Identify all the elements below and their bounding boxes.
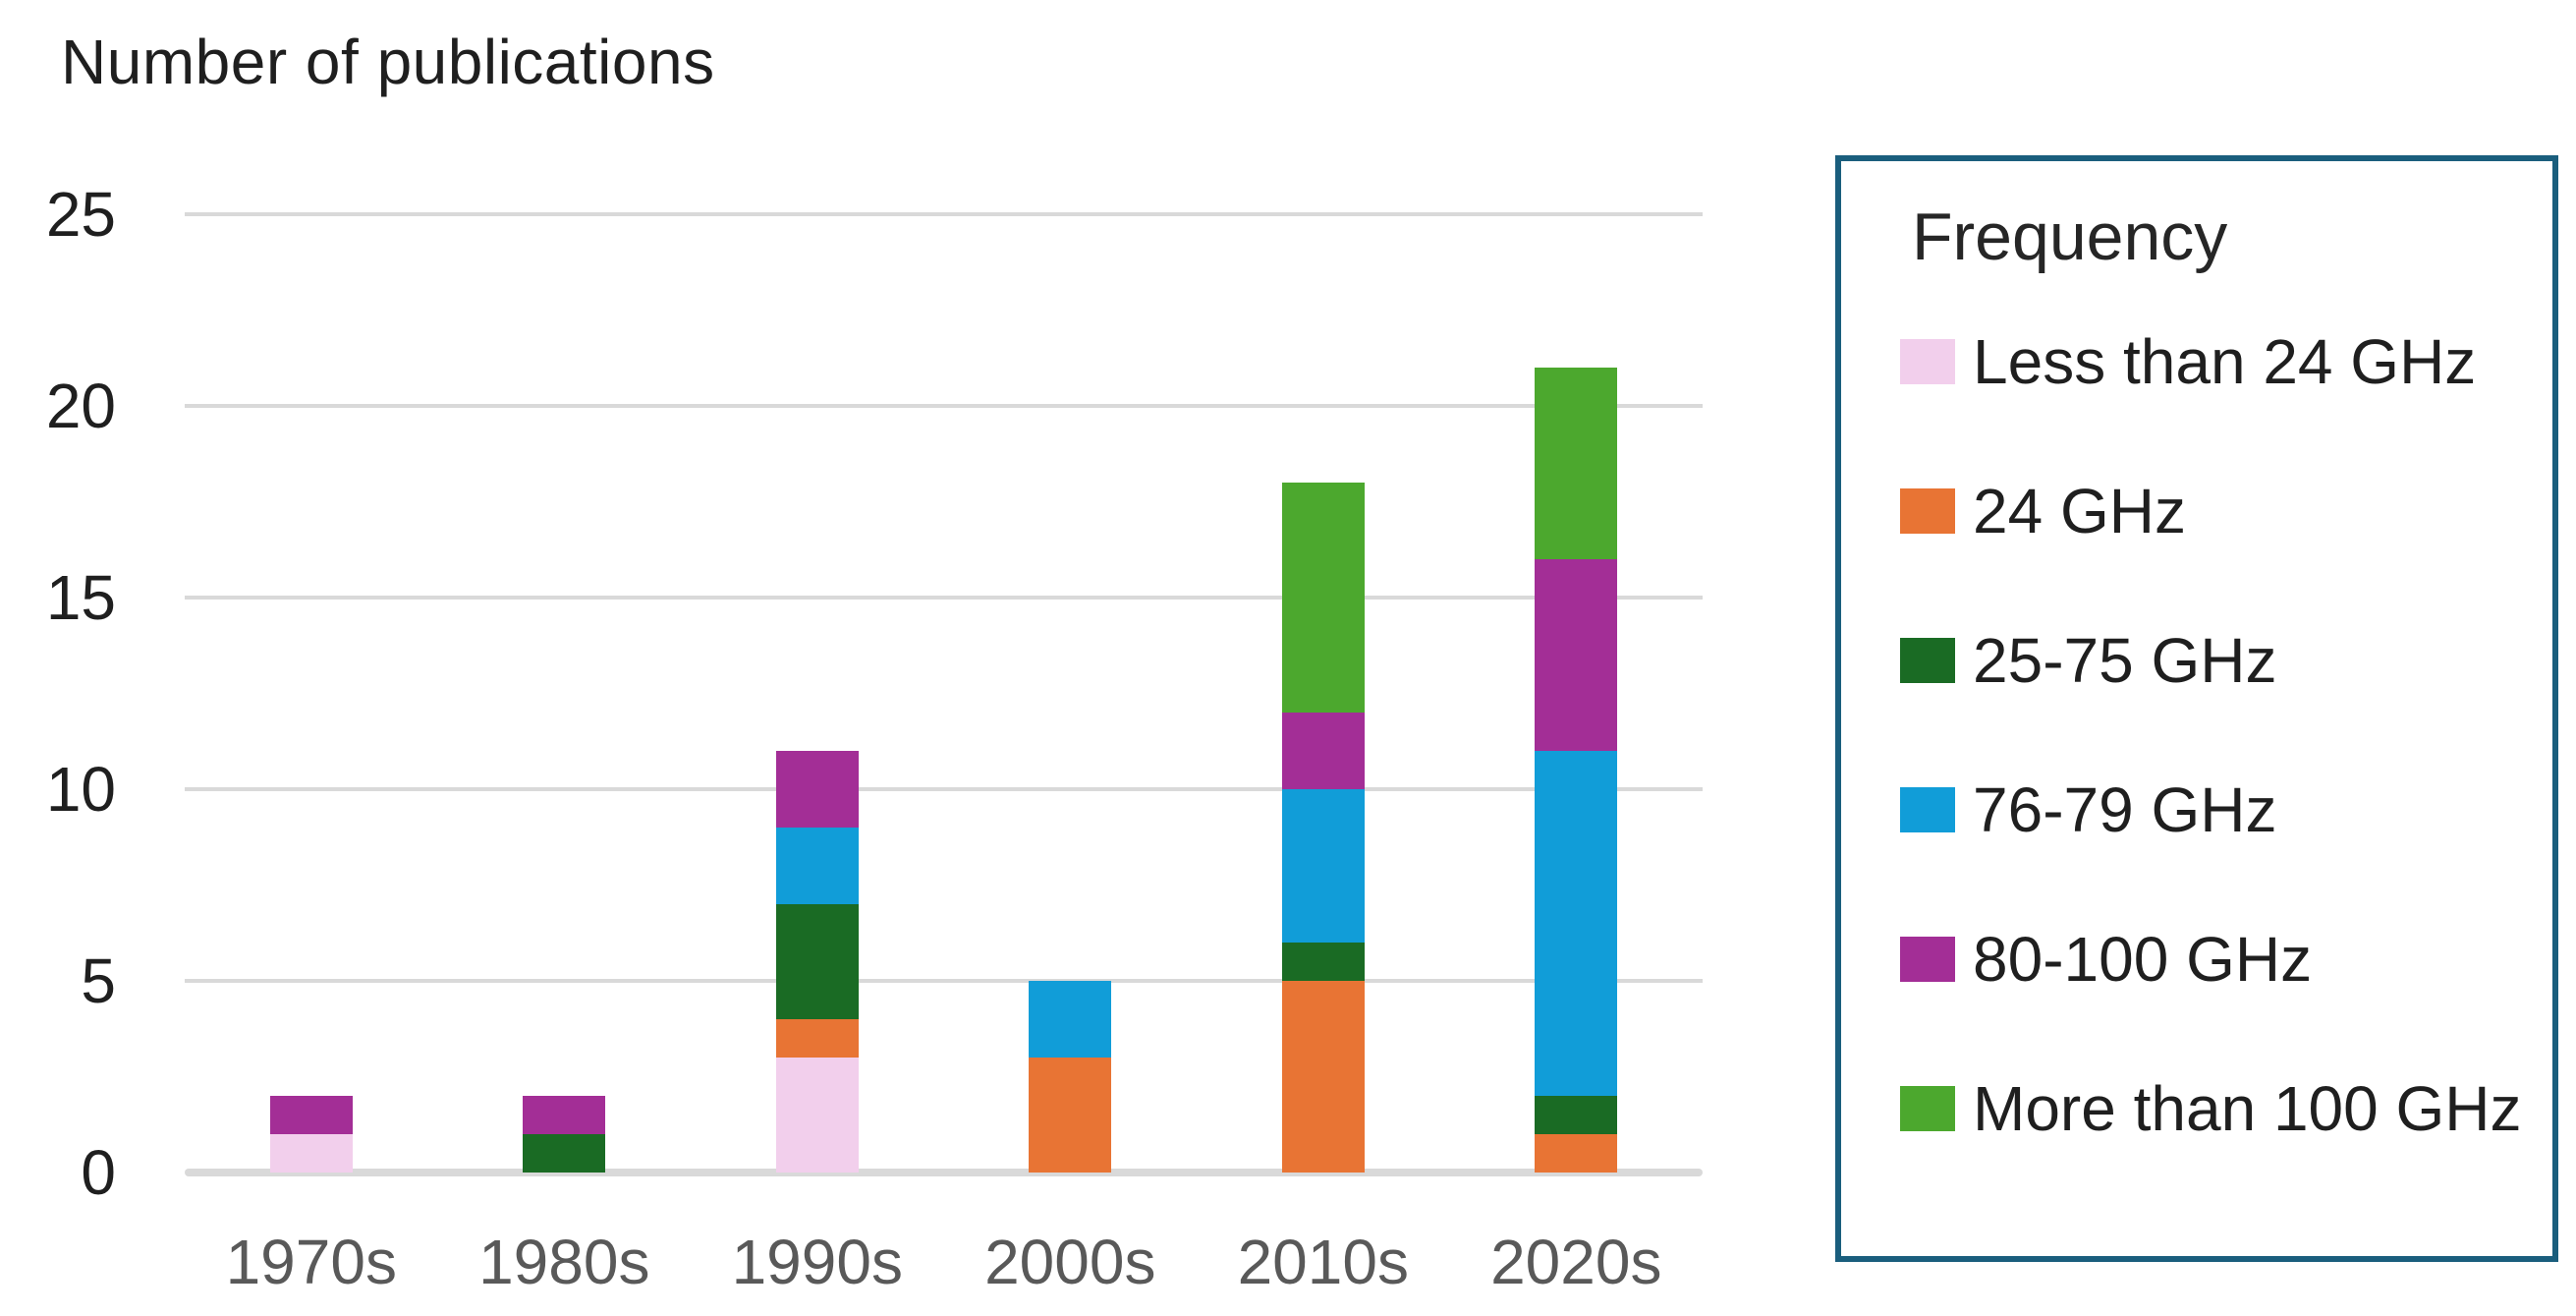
gridline-15 — [185, 596, 1703, 600]
legend-item-76-79-ghz: 76-79 GHz — [1900, 774, 2533, 845]
y-axis-label-20: 20 — [45, 371, 116, 441]
bar-2020s-25-75-ghz — [1535, 1096, 1618, 1134]
gridline-5 — [185, 979, 1703, 983]
legend-label: 80-100 GHz — [1973, 924, 2313, 995]
bar-2020s-76-79-ghz — [1535, 751, 1618, 1096]
legend-label: 24 GHz — [1973, 476, 2186, 546]
bar-1980s-25-75-ghz — [523, 1134, 606, 1173]
bar-1980s-80-100-ghz — [523, 1096, 606, 1134]
legend-swatch-less-than-24-ghz — [1900, 339, 1955, 384]
bar-1990s-76-79-ghz — [775, 828, 859, 904]
bar-2000s-76-79-ghz — [1029, 981, 1112, 1058]
bar-2020s-more-than-100-ghz — [1535, 368, 1618, 559]
legend-label: Less than 24 GHz — [1973, 326, 2477, 397]
legend-item-less-than-24-ghz: Less than 24 GHz — [1900, 326, 2533, 397]
legend-title: Frequency — [1912, 200, 2228, 274]
bar-2020s-24-ghz — [1535, 1134, 1618, 1173]
x-axis-label-1970s: 1970s — [225, 1227, 397, 1297]
y-axis-label-5: 5 — [81, 945, 116, 1016]
bar-2010s-76-79-ghz — [1281, 789, 1365, 943]
bar-2010s-80-100-ghz — [1281, 713, 1365, 789]
bar-1970s-80-100-ghz — [269, 1096, 353, 1134]
x-axis-label-2020s: 2020s — [1490, 1227, 1662, 1297]
legend-item-24-ghz: 24 GHz — [1900, 476, 2533, 546]
legend-swatch-80-100-ghz — [1900, 937, 1955, 982]
bar-1990s-80-100-ghz — [775, 751, 859, 828]
bar-2010s-25-75-ghz — [1281, 943, 1365, 981]
x-axis-label-2000s: 2000s — [984, 1227, 1156, 1297]
legend-items: Less than 24 GHz 24 GHz 25-75 GHz 76-79 GHz… — [1900, 326, 2533, 1144]
y-axis-label-15: 15 — [45, 562, 116, 633]
bar-1990s-less-than-24-ghz — [775, 1058, 859, 1173]
legend: Frequency Less than 24 GHz 24 GHz 25-75 GH… — [1835, 155, 2558, 1262]
bar-1990s-25-75-ghz — [775, 904, 859, 1019]
legend-swatch-24-ghz — [1900, 488, 1955, 534]
legend-swatch-25-75-ghz — [1900, 638, 1955, 683]
bar-1990s-24-ghz — [775, 1019, 859, 1058]
legend-label: 25-75 GHz — [1973, 625, 2277, 696]
legend-swatch-76-79-ghz — [1900, 787, 1955, 832]
gridline-10 — [185, 787, 1703, 791]
gridline-25 — [185, 212, 1703, 216]
y-axis-label-25: 25 — [45, 179, 116, 250]
bar-1970s-less-than-24-ghz — [269, 1134, 353, 1173]
x-axis-line — [185, 1169, 1703, 1176]
legend-label: More than 100 GHz — [1973, 1073, 2522, 1144]
x-axis-label-1980s: 1980s — [478, 1227, 650, 1297]
legend-item-80-100-ghz: 80-100 GHz — [1900, 924, 2533, 995]
x-axis-label-1990s: 1990s — [731, 1227, 903, 1297]
chart-title: Number of publications — [61, 27, 715, 97]
y-axis-label-0: 0 — [81, 1137, 116, 1208]
legend-label: 76-79 GHz — [1973, 774, 2277, 845]
bar-2010s-24-ghz — [1281, 981, 1365, 1173]
bar-2020s-80-100-ghz — [1535, 559, 1618, 751]
bar-2010s-more-than-100-ghz — [1281, 483, 1365, 713]
legend-item-25-75-ghz: 25-75 GHz — [1900, 625, 2533, 696]
y-axis-label-10: 10 — [45, 754, 116, 825]
x-axis-label-2010s: 2010s — [1237, 1227, 1409, 1297]
legend-item-more-than-100-ghz: More than 100 GHz — [1900, 1073, 2533, 1144]
gridline-20 — [185, 404, 1703, 408]
bar-2000s-24-ghz — [1029, 1058, 1112, 1173]
legend-swatch-more-than-100-ghz — [1900, 1086, 1955, 1131]
